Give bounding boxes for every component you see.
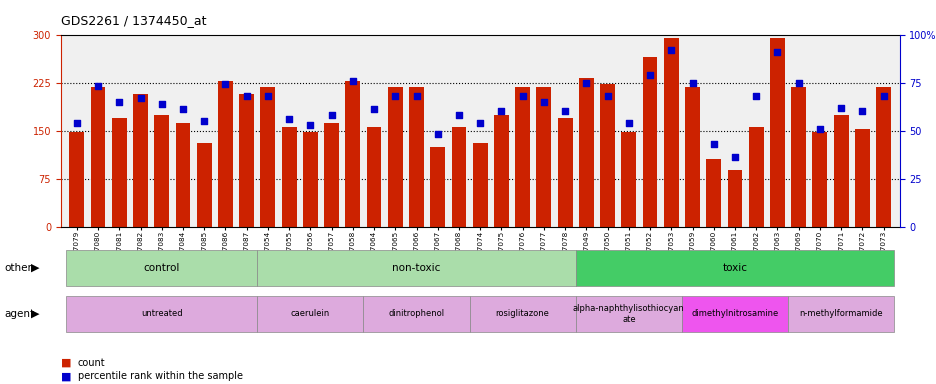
Bar [111,118,126,227]
Text: caerulein: caerulein [290,310,329,318]
Text: non-toxic: non-toxic [392,263,440,273]
Text: untreated: untreated [140,310,183,318]
Point [282,116,297,122]
Bar [557,118,572,227]
Text: agent: agent [5,309,35,319]
Bar [345,81,359,227]
Point [260,93,275,99]
Point [324,112,339,118]
Point [684,79,699,86]
Point [409,93,424,99]
Text: GDS2261 / 1374450_at: GDS2261 / 1374450_at [61,14,206,27]
Point [133,95,148,101]
Point [833,104,848,111]
Text: n-methylformamide: n-methylformamide [798,310,882,318]
Bar [493,114,508,227]
Point [388,93,402,99]
Bar [218,81,233,227]
Point [557,108,572,114]
Point [69,120,84,126]
Bar [239,94,254,227]
Point [726,154,741,161]
Bar [154,114,169,227]
Text: other: other [5,263,33,273]
Bar [69,132,84,227]
Bar [578,78,593,227]
Bar [684,87,699,227]
Bar [812,132,826,227]
Point [91,83,106,89]
Bar [366,127,381,227]
Bar [197,143,212,227]
Bar [854,129,869,227]
Bar [748,127,763,227]
Text: ▶: ▶ [31,309,40,319]
Point [642,72,657,78]
Bar [536,87,550,227]
Text: ■: ■ [61,371,71,381]
Point [111,99,126,105]
Point [493,108,508,114]
Text: percentile rank within the sample: percentile rank within the sample [78,371,242,381]
Point [218,81,233,88]
Point [769,49,784,55]
Point [472,120,487,126]
Text: dinitrophenol: dinitrophenol [388,310,444,318]
Point [599,93,614,99]
Bar [600,84,614,227]
Point [302,122,317,128]
Bar [282,127,297,227]
Bar [302,132,317,227]
Point [748,93,763,99]
Text: ▶: ▶ [31,263,40,273]
Point [175,106,190,113]
Bar [133,94,148,227]
Bar [663,38,678,227]
Point [451,112,466,118]
Point [578,79,593,86]
Point [239,93,254,99]
Point [621,120,636,126]
Text: count: count [78,358,105,368]
Point [535,99,550,105]
Text: rosiglitazone: rosiglitazone [495,310,549,318]
Point [345,78,360,84]
Point [197,118,212,124]
Bar [726,170,741,227]
Text: control: control [143,263,180,273]
Bar [388,87,402,227]
Bar [621,132,636,227]
Point [875,93,890,99]
Point [706,141,721,147]
Point [790,79,805,86]
Bar [260,87,275,227]
Point [663,47,678,53]
Point [366,106,381,113]
Bar [515,87,530,227]
Text: toxic: toxic [722,263,747,273]
Bar [642,57,657,227]
Bar [430,147,445,227]
Bar [324,123,339,227]
Point [812,126,826,132]
Bar [451,127,466,227]
Bar [706,159,721,227]
Bar [409,87,423,227]
Bar [790,87,805,227]
Point [515,93,530,99]
Bar [875,87,890,227]
Bar [473,143,487,227]
Text: alpha-naphthylisothiocyan
ate: alpha-naphthylisothiocyan ate [572,304,684,324]
Point [154,101,169,107]
Point [854,108,869,114]
Bar [833,114,848,227]
Text: ■: ■ [61,358,71,368]
Bar [91,87,106,227]
Point [430,131,445,137]
Bar [175,123,190,227]
Text: dimethylnitrosamine: dimethylnitrosamine [691,310,778,318]
Bar [769,38,784,227]
